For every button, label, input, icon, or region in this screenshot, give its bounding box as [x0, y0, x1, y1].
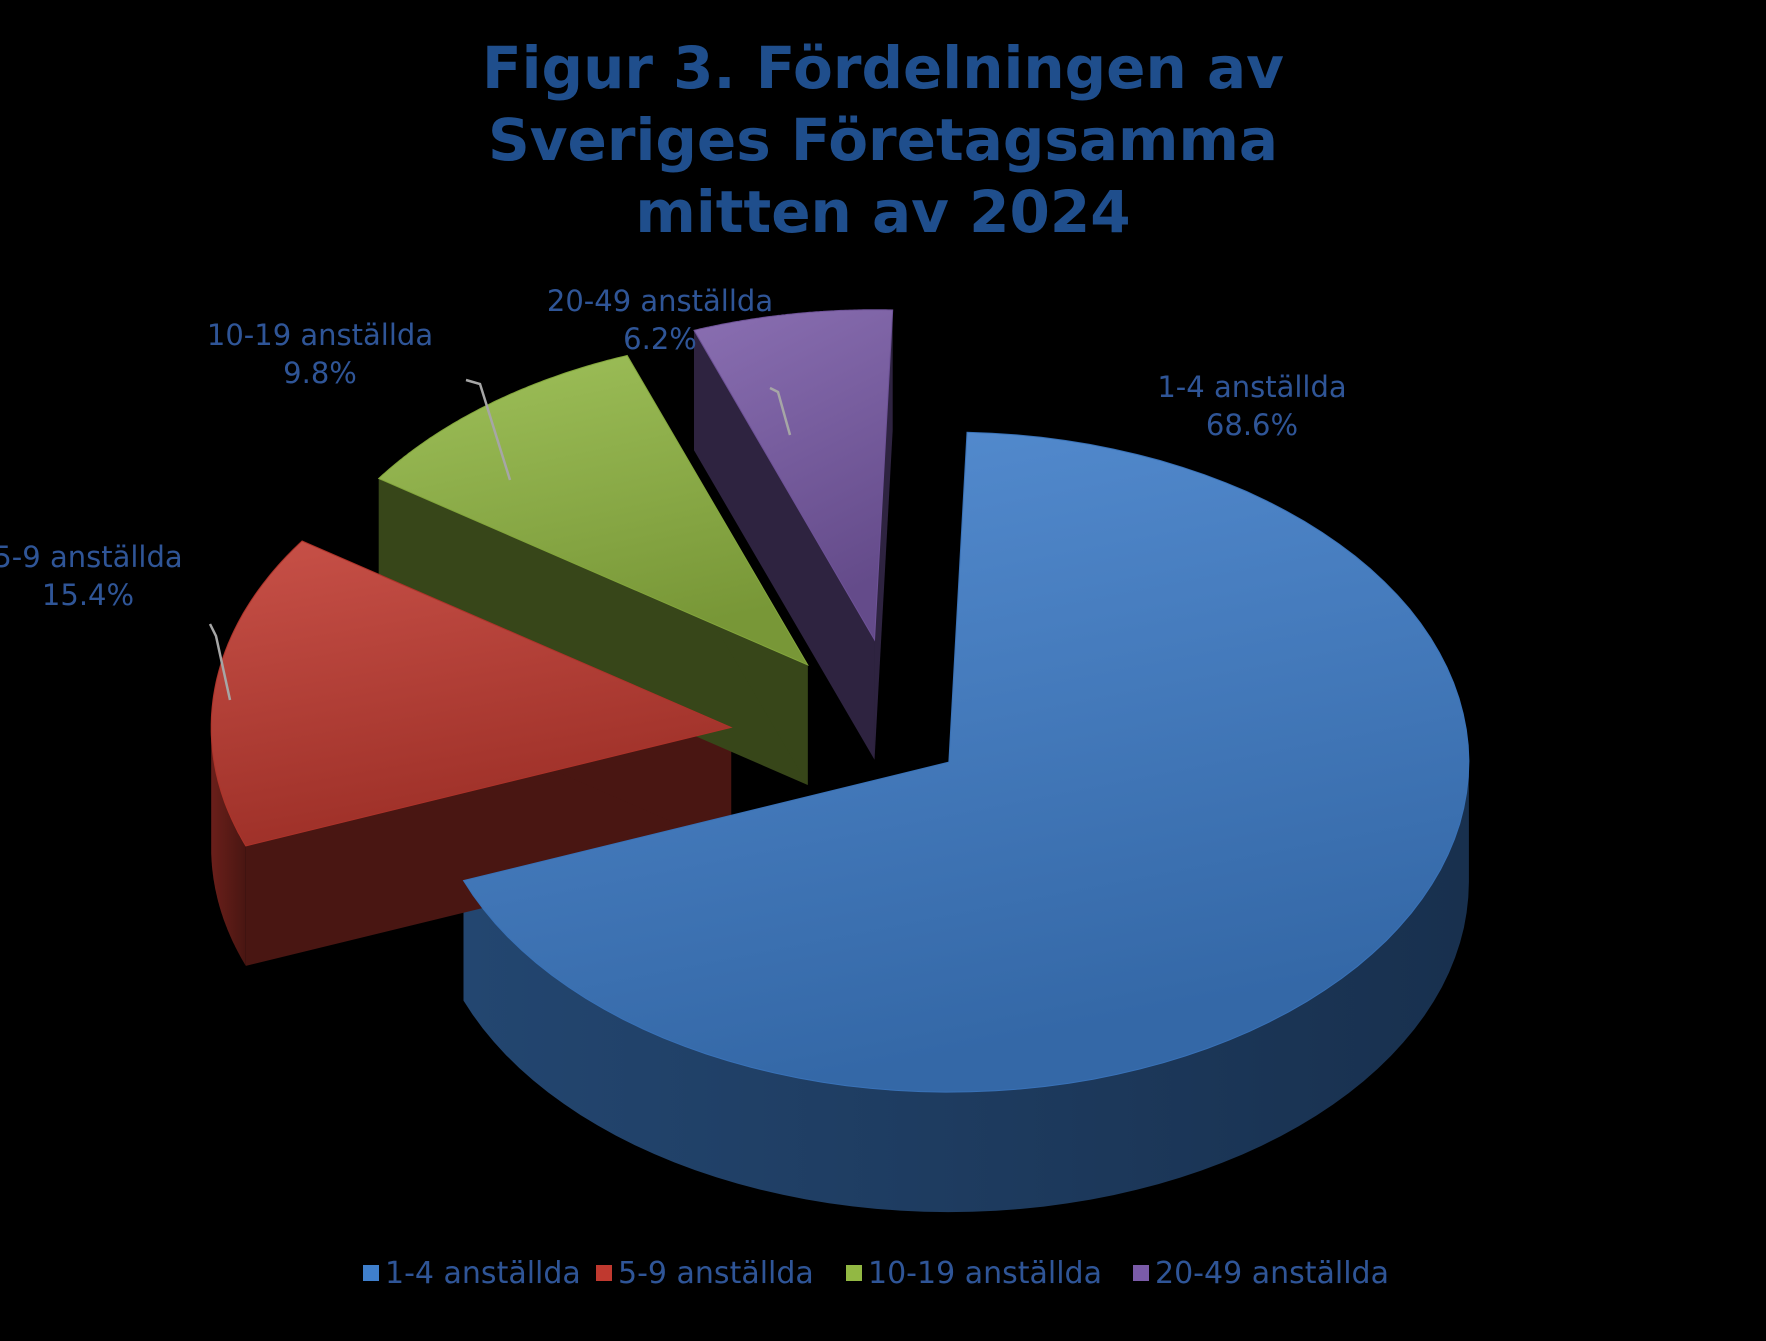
slice-rim-1-4-anst-llda — [463, 762, 1469, 1213]
legend-label: 1-4 anställda — [385, 1256, 581, 1291]
data-label-name: 1-4 anställda — [1157, 370, 1346, 404]
legend-swatch — [363, 1265, 379, 1281]
slice-rim-5-9-anst-llda — [211, 727, 246, 966]
chart-legend: 1-4 anställda 5-9 anställda 10-19 anställd… — [363, 1256, 1389, 1291]
data-label-value: 15.4% — [42, 578, 134, 612]
slice-side-20-49-anst-llda-1 — [874, 310, 893, 760]
chart-title-line-2: Sveriges Företagsamma — [488, 106, 1278, 174]
slice-5-9-anst-llda — [210, 540, 733, 847]
data-label-value: 6.2% — [623, 322, 697, 356]
chart-title-line-3: mitten av 2024 — [635, 178, 1130, 246]
leader-line-3 — [769, 386, 792, 436]
legend-swatch — [596, 1265, 612, 1281]
data-label-value: 9.8% — [283, 356, 357, 390]
legend-label: 10-19 anställda — [868, 1256, 1102, 1291]
chart-title: Figur 3. Fördelningen av Sveriges Företa… — [482, 34, 1284, 246]
data-label-name: 10-19 anställda — [207, 318, 433, 352]
data-labels: 1-4 anställda 68.6% 5-9 anställda 15.4% 10-1… — [0, 284, 1347, 612]
slice-20-49-anst-llda — [693, 309, 894, 642]
slice-side-20-49-anst-llda-0 — [694, 330, 875, 760]
legend-label: 20-49 anställda — [1155, 1256, 1389, 1291]
label-leader-lines — [208, 378, 792, 701]
legend-label: 5-9 anställda — [618, 1256, 814, 1291]
pie-slices — [210, 309, 1470, 1093]
chart-title-line-1: Figur 3. Fördelningen av — [482, 34, 1284, 102]
legend-swatch — [846, 1265, 862, 1281]
data-label-value: 68.6% — [1206, 408, 1298, 442]
data-label-name: 5-9 anställda — [0, 540, 183, 574]
slice-1-4-anst-llda — [462, 431, 1470, 1093]
slice-10-19-anst-llda — [377, 354, 809, 667]
leader-line-1 — [208, 623, 232, 701]
slice-side-10-19-anst-llda-0 — [378, 478, 808, 785]
legend-swatch — [1133, 1265, 1149, 1281]
data-label-name: 20-49 anställda — [547, 284, 773, 318]
leader-line-2 — [465, 378, 512, 481]
